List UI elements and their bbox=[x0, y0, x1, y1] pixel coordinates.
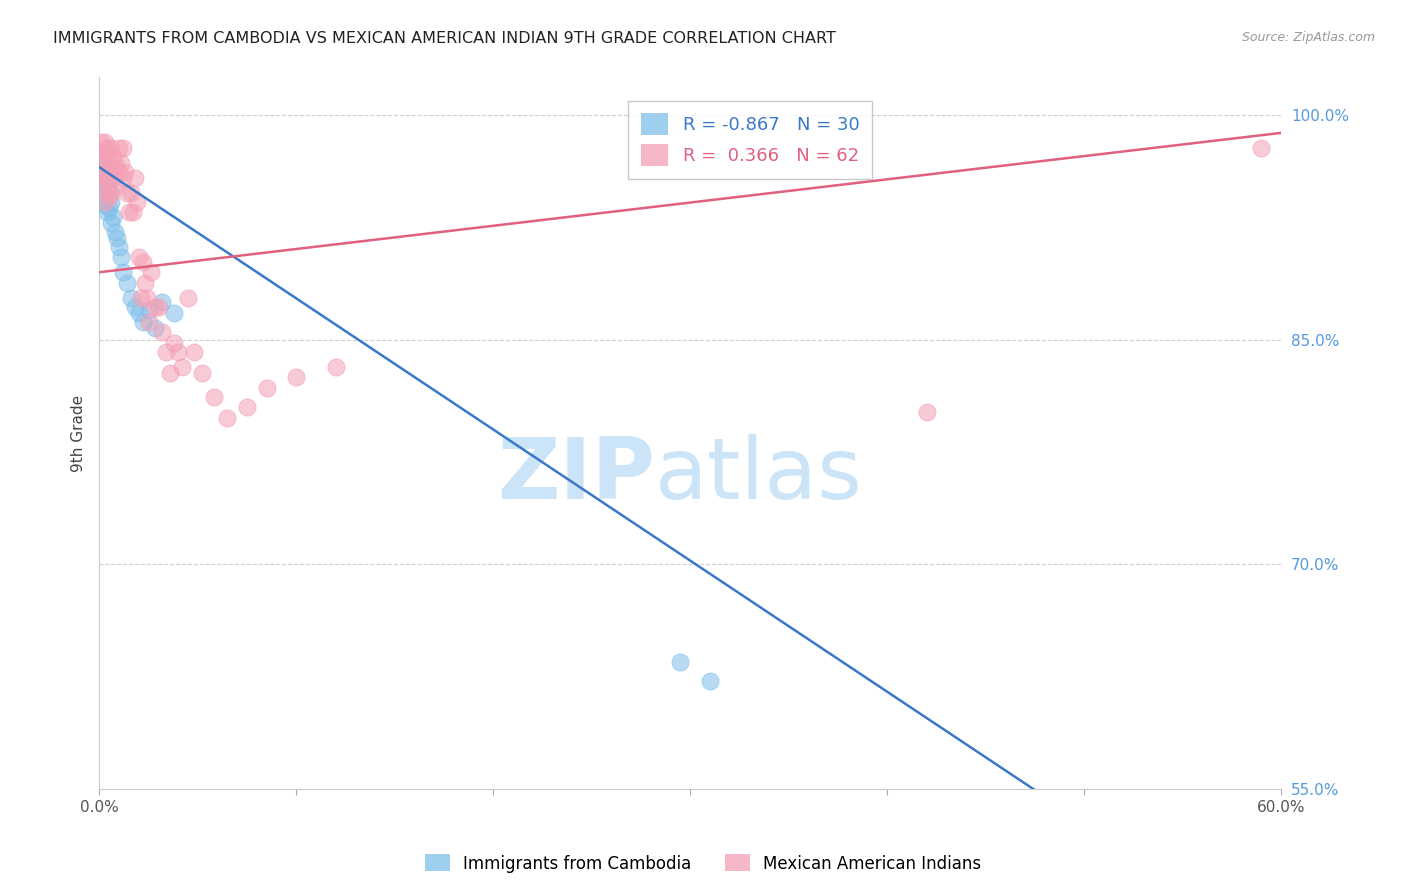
Point bbox=[103, 170, 125, 185]
Text: Source: ZipAtlas.com: Source: ZipAtlas.com bbox=[1241, 31, 1375, 45]
Point bbox=[98, 183, 121, 197]
Point bbox=[124, 170, 146, 185]
Point bbox=[96, 175, 118, 189]
Point bbox=[152, 325, 174, 339]
Point bbox=[132, 315, 155, 329]
Point bbox=[128, 250, 150, 264]
Point bbox=[110, 156, 132, 170]
Point bbox=[915, 404, 938, 418]
Point bbox=[217, 410, 239, 425]
Point bbox=[163, 306, 186, 320]
Point bbox=[134, 276, 156, 290]
Point bbox=[100, 216, 122, 230]
Point bbox=[114, 165, 136, 179]
Point bbox=[100, 194, 122, 209]
Point bbox=[105, 231, 128, 245]
Point bbox=[115, 276, 138, 290]
Point bbox=[112, 141, 135, 155]
Point bbox=[104, 179, 127, 194]
Point bbox=[159, 366, 181, 380]
Point bbox=[152, 295, 174, 310]
Legend: R = -0.867   N = 30, R =  0.366   N = 62: R = -0.867 N = 30, R = 0.366 N = 62 bbox=[628, 101, 872, 179]
Point bbox=[122, 205, 145, 219]
Point bbox=[1250, 141, 1272, 155]
Point bbox=[139, 265, 162, 279]
Text: ZIP: ZIP bbox=[498, 434, 655, 517]
Point bbox=[191, 366, 214, 380]
Point bbox=[94, 153, 117, 167]
Point bbox=[98, 145, 121, 160]
Point bbox=[100, 186, 122, 200]
Point bbox=[104, 156, 127, 170]
Point bbox=[94, 170, 117, 185]
Point bbox=[163, 335, 186, 350]
Point bbox=[93, 145, 115, 160]
Point bbox=[236, 400, 259, 414]
Point bbox=[90, 168, 112, 182]
Point bbox=[90, 150, 112, 164]
Point bbox=[177, 291, 200, 305]
Point bbox=[96, 161, 118, 175]
Point bbox=[90, 135, 112, 149]
Point bbox=[125, 194, 148, 209]
Text: atlas: atlas bbox=[655, 434, 863, 517]
Point bbox=[105, 165, 128, 179]
Point bbox=[124, 300, 146, 314]
Point bbox=[120, 291, 142, 305]
Point bbox=[155, 344, 177, 359]
Point bbox=[1152, 875, 1174, 889]
Point bbox=[93, 190, 115, 204]
Point bbox=[103, 150, 125, 164]
Point bbox=[167, 344, 190, 359]
Point bbox=[108, 165, 131, 179]
Point bbox=[132, 254, 155, 268]
Point bbox=[96, 205, 118, 219]
Point bbox=[100, 141, 122, 155]
Point bbox=[183, 344, 205, 359]
Point bbox=[172, 359, 194, 374]
Point bbox=[104, 225, 127, 239]
Point bbox=[98, 190, 121, 204]
Point bbox=[93, 161, 115, 175]
Text: IMMIGRANTS FROM CAMBODIA VS MEXICAN AMERICAN INDIAN 9TH GRADE CORRELATION CHART: IMMIGRANTS FROM CAMBODIA VS MEXICAN AMER… bbox=[53, 31, 837, 46]
Point bbox=[325, 359, 347, 374]
Point bbox=[100, 161, 122, 175]
Point bbox=[135, 291, 157, 305]
Point bbox=[256, 381, 278, 395]
Point bbox=[94, 198, 117, 212]
Point bbox=[108, 240, 131, 254]
Point bbox=[285, 370, 308, 384]
Point bbox=[94, 194, 117, 209]
Point bbox=[669, 655, 692, 669]
Point bbox=[118, 205, 141, 219]
Point bbox=[148, 300, 170, 314]
Point bbox=[90, 145, 112, 160]
Point bbox=[103, 210, 125, 224]
Point bbox=[120, 186, 142, 200]
Point bbox=[93, 175, 115, 189]
Point bbox=[96, 141, 118, 155]
Point bbox=[138, 302, 160, 317]
Point bbox=[112, 170, 135, 185]
Point bbox=[90, 170, 112, 185]
Point bbox=[93, 156, 115, 170]
Point bbox=[699, 674, 721, 689]
Point bbox=[129, 291, 152, 305]
Legend: Immigrants from Cambodia, Mexican American Indians: Immigrants from Cambodia, Mexican Americ… bbox=[418, 847, 988, 880]
Point bbox=[115, 186, 138, 200]
Y-axis label: 9th Grade: 9th Grade bbox=[72, 395, 86, 472]
Point bbox=[96, 183, 118, 197]
Point bbox=[98, 201, 121, 215]
Point bbox=[143, 300, 166, 314]
Point bbox=[112, 265, 135, 279]
Point bbox=[94, 168, 117, 182]
Point bbox=[98, 165, 121, 179]
Point bbox=[94, 135, 117, 149]
Point bbox=[110, 250, 132, 264]
Point bbox=[143, 320, 166, 334]
Point bbox=[108, 141, 131, 155]
Point bbox=[128, 306, 150, 320]
Point bbox=[202, 390, 225, 404]
Point bbox=[138, 315, 160, 329]
